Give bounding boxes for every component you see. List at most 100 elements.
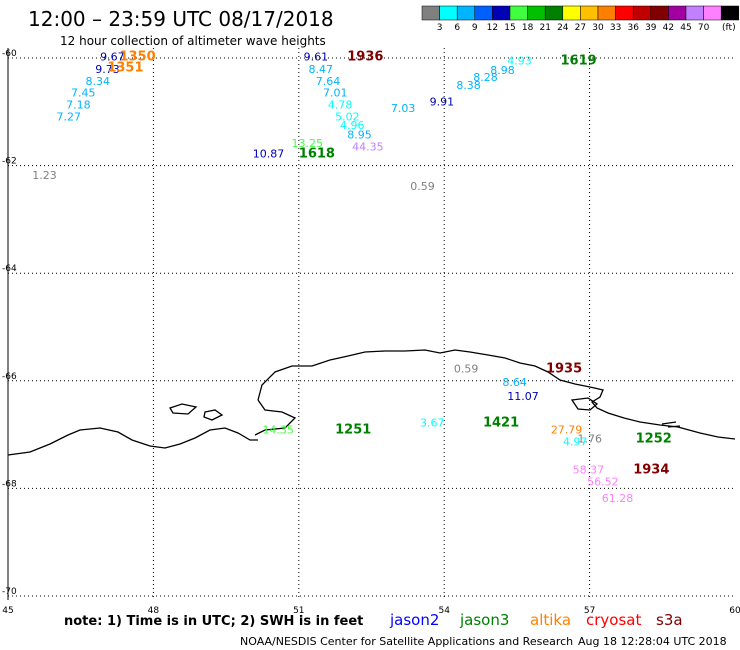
x-tick-label: 48	[148, 606, 160, 616]
wave-height-value: 7.64	[316, 75, 341, 88]
wave-height-value: 8.95	[347, 129, 372, 142]
legend-label: 21	[539, 23, 550, 33]
island-3	[570, 397, 599, 411]
legend-swatch	[615, 5, 634, 21]
wave-height-value: 14.35	[262, 424, 294, 437]
x-tick-labels: 45 48 51 54 57 60	[2, 606, 740, 616]
gridlines	[8, 48, 735, 600]
wave-height-value: 8.98	[490, 64, 515, 77]
x-tick-label: 45	[2, 606, 13, 616]
wave-height-value: 7.45	[71, 87, 96, 100]
map-title: 12:00 – 23:59 UTC 08/17/2018	[28, 7, 334, 31]
satellite-s3a: s3a	[656, 611, 683, 629]
legend-swatch	[632, 5, 652, 21]
legend-label: 30	[592, 23, 604, 33]
legend-label: 12	[487, 23, 498, 33]
plot-area: 45 48 51 54 57 60 -60 -62 -64 -66 -68 -70 9.679.73…	[2, 48, 740, 616]
legend-swatch	[439, 5, 458, 21]
pass-time-label: 1934	[633, 462, 669, 477]
legend-swatch	[580, 5, 599, 21]
legend-swatch	[509, 5, 528, 21]
wave-height-value: 27.79	[551, 424, 583, 437]
legend-label: 9	[472, 23, 478, 33]
wave-height-value: 9.91	[430, 95, 455, 108]
pass-time-label: 1351	[107, 60, 143, 75]
y-tick-label: -60	[2, 49, 17, 59]
pass-time-label: 1252	[636, 432, 672, 447]
wave-height-value: 8.28	[473, 71, 498, 84]
x-tick-label: 54	[438, 606, 450, 616]
wave-height-value: 7.03	[391, 102, 416, 115]
legend-label: 70	[698, 23, 710, 33]
satellite-altika: altika	[530, 611, 571, 629]
wave-height-value: 9.67	[100, 51, 125, 64]
wave-height-value: 9.73	[95, 63, 120, 76]
x-tick-label: 51	[293, 606, 304, 616]
legend-label: 3	[437, 23, 443, 33]
pass-time-label: 1618	[299, 147, 335, 162]
wave-height-value: 7.27	[56, 110, 81, 123]
legend-swatch	[668, 5, 687, 21]
y-tick-labels: -60 -62 -64 -66 -68 -70	[2, 49, 17, 597]
y-tick-label: -68	[2, 479, 17, 489]
wave-height-value: 8.34	[86, 75, 111, 88]
legend-label: 24	[557, 23, 569, 33]
wave-height-value: 3.67	[420, 417, 445, 430]
legend-swatch	[685, 5, 704, 21]
footer-timestamp: Aug 18 12:28:04 UTC 2018	[578, 635, 727, 648]
legend-swatch	[456, 5, 476, 21]
legend-label: 6	[454, 23, 460, 33]
wave-height-value: 13.25	[292, 137, 324, 150]
legend-label: 18	[522, 23, 534, 33]
legend-swatch	[474, 5, 493, 21]
coastline-west	[7, 427, 258, 456]
wave-height-value: 11.07	[507, 390, 539, 403]
wave-height-value: 8.38	[456, 79, 481, 92]
color-scale-legend: 3 6 9 12 15 18 21 24 27 30 33 36 39 42 45 70 (ft)	[421, 5, 740, 33]
wave-height-value: 8.47	[308, 63, 333, 76]
y-tick-label: -64	[2, 264, 17, 274]
legend-label: 33	[610, 23, 621, 33]
wave-height-value: 4.78	[328, 99, 353, 112]
wave-height-value: 7.18	[66, 99, 91, 112]
pass-time-label: 1619	[561, 53, 597, 68]
wave-height-value: 8.64	[502, 376, 527, 389]
wave-height-value: 44.35	[352, 141, 384, 154]
legend-swatch	[650, 5, 669, 21]
coastline	[257, 349, 736, 440]
island-2	[203, 409, 224, 421]
satellite-legend: jason2 jason3 altika cryosat s3a	[389, 611, 683, 629]
wave-height-value: 5.02	[335, 110, 360, 123]
island-4	[661, 421, 681, 428]
wave-height-value: 4.93	[507, 54, 532, 67]
y-tick-label: -70	[2, 587, 17, 597]
legend-swatch	[597, 5, 616, 21]
wave-height-value: 0.59	[454, 363, 479, 376]
legend-unit: (ft)	[722, 23, 736, 33]
legend-label: 36	[627, 23, 639, 33]
wave-height-value: 7.01	[323, 87, 348, 100]
satellite-jason2: jason2	[389, 611, 439, 629]
satellite-jason3: jason3	[459, 611, 509, 629]
island-1	[169, 403, 198, 415]
legend-swatch	[562, 5, 581, 21]
x-tick-label: 60	[729, 606, 740, 616]
satellite-cryosat: cryosat	[586, 611, 641, 629]
pass-time-label: 1421	[483, 416, 519, 431]
pass-time-label: 1935	[546, 362, 582, 377]
wave-height-value: 0.59	[410, 180, 435, 193]
map-subtitle: 12 hour collection of altimeter wave hei…	[60, 34, 326, 48]
y-tick-label: -62	[2, 157, 17, 167]
coastline-inner-bay	[254, 399, 297, 436]
wave-height-value: 1.76	[577, 433, 602, 446]
y-tick-label: -66	[2, 372, 17, 382]
x-tick-label: 57	[584, 606, 595, 616]
wave-height-value: 10.87	[253, 148, 284, 161]
wave-height-value: 4.96	[340, 119, 365, 132]
legend-swatch	[703, 5, 722, 21]
footer-note: note: 1) Time is in UTC; 2) SWH is in fe…	[64, 614, 363, 629]
wave-height-value: 4.97	[563, 435, 588, 448]
legend-swatch	[720, 5, 740, 21]
legend-label: 42	[663, 23, 674, 33]
